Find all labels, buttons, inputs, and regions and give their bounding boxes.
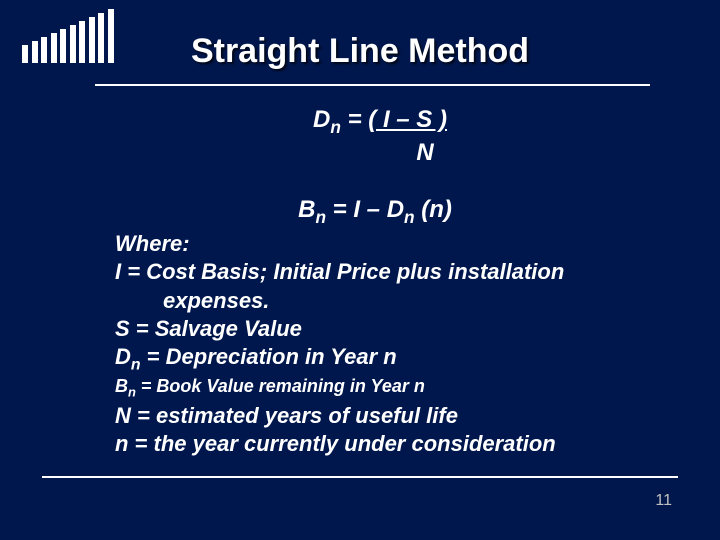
- def-bookvalue-n: Bn = Book Value remaining in Year n: [115, 375, 635, 401]
- slide-title: Straight Line Method: [0, 32, 720, 71]
- def-current-year: n = the year currently under considerati…: [115, 430, 635, 458]
- def-depreciation-n: Dn = Depreciation in Year n: [115, 343, 635, 376]
- formula-bookvalue: Bn = I – Dn (n): [115, 196, 635, 228]
- page-number: 11: [655, 492, 672, 510]
- where-label: Where:: [115, 230, 635, 258]
- content-area: Dn = ( I – S ) N Bn = I – Dn (n) Where: …: [115, 105, 635, 458]
- formula-depreciation: Dn = ( I – S ) N: [115, 105, 635, 168]
- title-underline: [95, 84, 650, 86]
- def-useful-life: N = estimated years of useful life: [115, 402, 635, 430]
- def-cost-basis-cont: expenses.: [115, 287, 635, 315]
- formula-denominator: N: [115, 138, 635, 168]
- footer-rule: [42, 476, 678, 478]
- definitions-block: Where: I = Cost Basis; Initial Price plu…: [115, 230, 635, 458]
- def-cost-basis: I = Cost Basis; Initial Price plus insta…: [115, 258, 635, 286]
- def-salvage: S = Salvage Value: [115, 315, 635, 343]
